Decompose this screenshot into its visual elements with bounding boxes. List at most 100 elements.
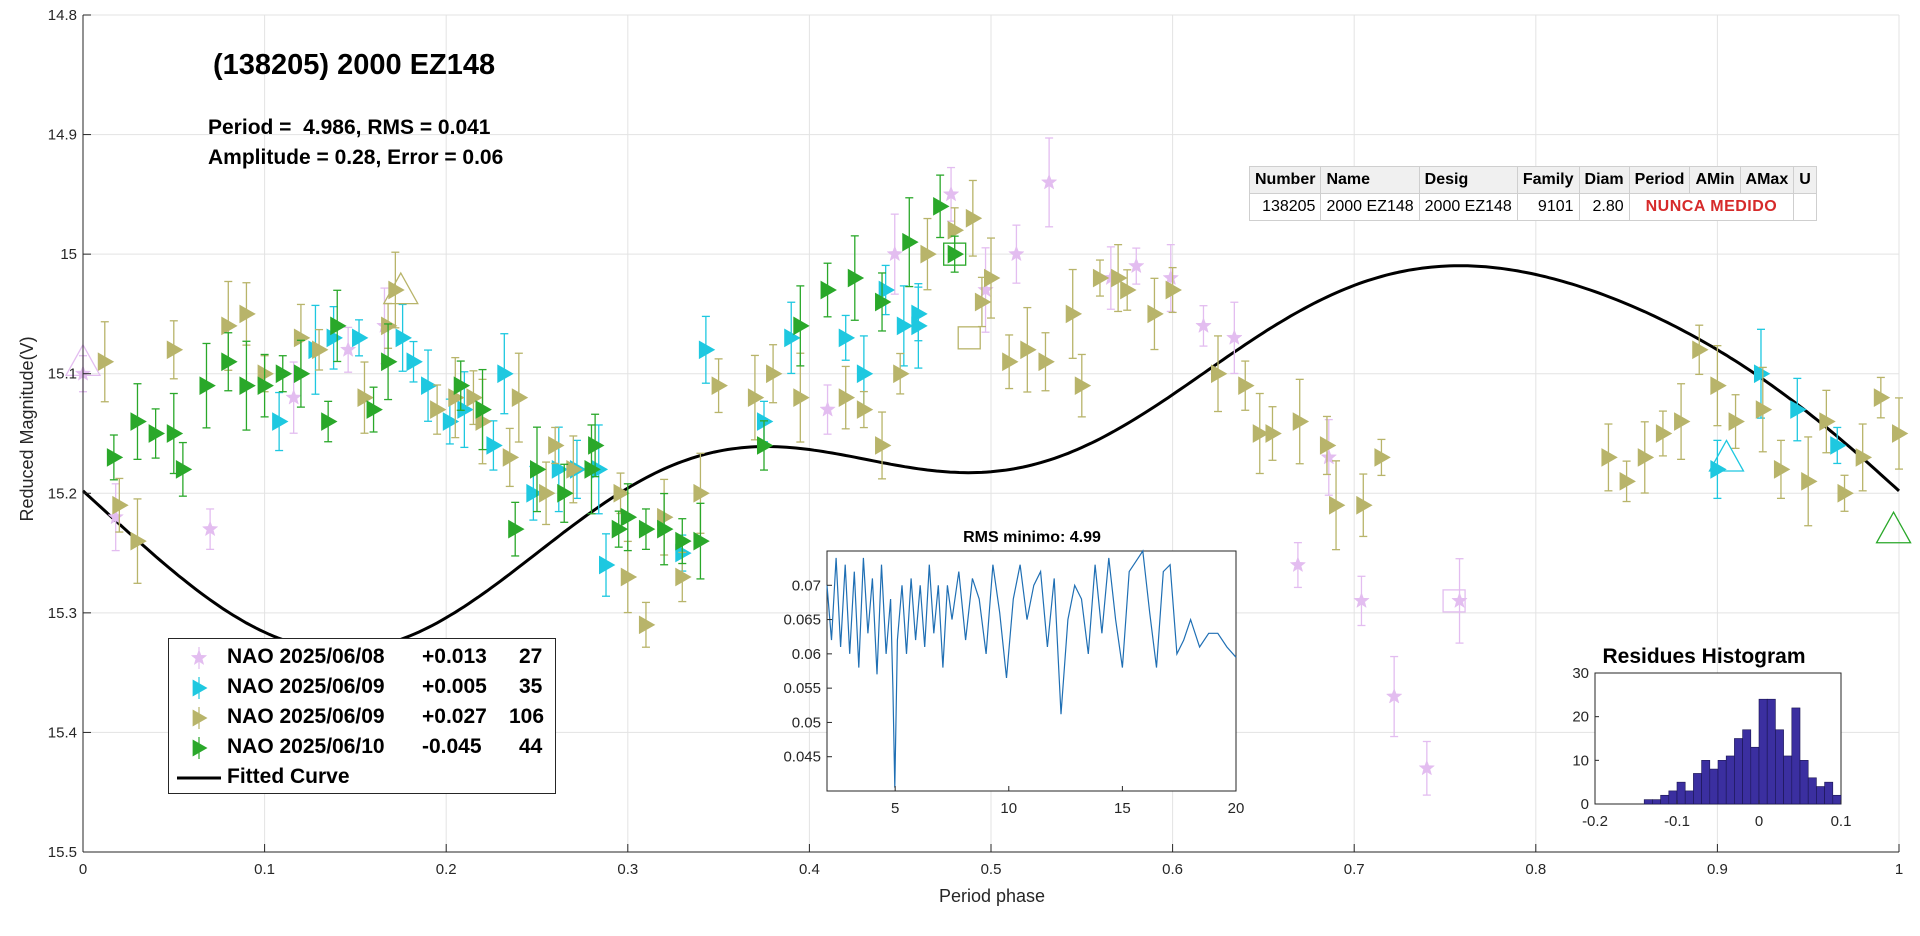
triangle-data-point bbox=[321, 412, 338, 431]
triangle-data-point bbox=[293, 328, 311, 348]
hist-x-tick-label: -0.2 bbox=[1582, 813, 1608, 830]
y-tick-label: 15.4 bbox=[48, 724, 77, 741]
triangle-data-point bbox=[551, 460, 569, 479]
triangle-data-point bbox=[1292, 412, 1310, 431]
triangle-data-point bbox=[352, 328, 369, 348]
y-axis-label: Reduced Magnitude(V) bbox=[17, 336, 37, 521]
triangle-data-point bbox=[878, 280, 896, 300]
triangle-data-point bbox=[1891, 424, 1909, 443]
x-tick-label: 0.4 bbox=[799, 861, 820, 878]
triangle-data-point bbox=[1074, 376, 1092, 396]
triangle-data-point bbox=[395, 328, 412, 348]
triangle-data-point bbox=[1790, 400, 1807, 419]
triangle-data-point bbox=[272, 412, 289, 431]
triangle-data-point bbox=[388, 280, 405, 300]
triangle-data-point bbox=[974, 292, 992, 312]
amplitude-error-annotation: Amplitude = 0.28, Error = 0.06 bbox=[208, 146, 503, 169]
histogram-bar bbox=[1652, 799, 1661, 805]
cell-number: 138205 bbox=[1248, 193, 1322, 221]
rms-line bbox=[826, 549, 1237, 788]
triangle-data-point bbox=[1238, 376, 1255, 396]
header-period: Period bbox=[1628, 166, 1691, 194]
highlight-triangle bbox=[1708, 439, 1745, 472]
header-amax: AMax bbox=[1739, 166, 1795, 194]
histogram-title: Residues Histogram bbox=[1602, 645, 1805, 668]
legend-marker-shape bbox=[192, 739, 208, 757]
triangle-data-point bbox=[112, 495, 129, 515]
hist-x-tick-label: 0 bbox=[1755, 813, 1763, 830]
histogram-bar bbox=[1709, 768, 1719, 805]
triangle-data-point bbox=[911, 304, 928, 324]
legend-marker-triangle bbox=[192, 707, 208, 729]
triangle-data-point bbox=[430, 400, 447, 419]
x-tick-label: 0.7 bbox=[1344, 861, 1365, 878]
y-tick-label: 15.3 bbox=[48, 605, 77, 622]
chart-title: (138205) 2000 EZ148 bbox=[213, 49, 495, 81]
legend-label: NAO 2025/06/09 bbox=[227, 705, 385, 728]
triangle-data-point bbox=[1637, 448, 1655, 467]
histogram-bar bbox=[1766, 698, 1776, 805]
rms-inset-title: RMS minimo: 4.99 bbox=[963, 529, 1101, 546]
triangle-data-point bbox=[1165, 280, 1182, 300]
triangle-data-point bbox=[106, 448, 124, 467]
main-axes-frame bbox=[82, 14, 1900, 853]
cell-desig: 2000 EZ148 bbox=[1418, 193, 1518, 221]
legend-count: 106 bbox=[509, 705, 545, 728]
legend-marker-triangle bbox=[192, 677, 208, 699]
triangle-data-point bbox=[611, 519, 629, 539]
triangle-data-point bbox=[466, 388, 483, 407]
triangle-data-point bbox=[557, 483, 574, 503]
x-tick-label: 0.9 bbox=[1707, 861, 1728, 878]
triangle-data-point bbox=[598, 555, 616, 575]
triangle-data-point bbox=[620, 507, 638, 527]
header-diam: Diam bbox=[1578, 166, 1630, 194]
legend-item: NAO 2025/06/09 +0.027 106 bbox=[169, 703, 555, 733]
triangle-data-point bbox=[933, 196, 950, 216]
star-data-point bbox=[107, 508, 124, 525]
legend-marker-line bbox=[177, 776, 221, 780]
triangle-data-point bbox=[421, 376, 438, 396]
triangle-data-point bbox=[1111, 268, 1128, 288]
y-tick-label: 15.5 bbox=[48, 844, 77, 861]
legend-item: NAO 2025/06/08 +0.013 27 bbox=[169, 643, 555, 673]
cell-status: NUNCA MEDIDO bbox=[1628, 193, 1795, 221]
legend-count: 27 bbox=[519, 645, 543, 668]
triangle-data-point bbox=[97, 352, 115, 372]
triangle-data-point bbox=[613, 483, 630, 503]
highlight-triangle bbox=[382, 271, 419, 305]
rms-y-tick-label: 0.06 bbox=[792, 646, 821, 663]
star-data-point bbox=[1128, 257, 1145, 274]
star-data-point bbox=[1226, 329, 1243, 345]
rms-x-tick-label: 20 bbox=[1228, 800, 1245, 817]
triangle-data-point bbox=[1120, 280, 1137, 300]
hist-y-tick-label: 30 bbox=[1572, 665, 1589, 682]
triangle-data-point bbox=[199, 376, 216, 396]
triangle-data-point bbox=[529, 460, 547, 479]
y-tick-label: 15.2 bbox=[48, 485, 77, 502]
highlight-triangle bbox=[1875, 510, 1912, 544]
legend-item: NAO 2025/06/09 +0.005 35 bbox=[169, 673, 555, 703]
header-u: U bbox=[1793, 166, 1817, 194]
triangle-data-point bbox=[1601, 448, 1618, 467]
triangle-data-point bbox=[584, 460, 601, 479]
rms-y-tick-label: 0.05 bbox=[792, 714, 821, 731]
triangle-data-point bbox=[1265, 424, 1282, 443]
triangle-data-point bbox=[766, 364, 783, 384]
x-tick-label: 0.8 bbox=[1525, 861, 1546, 878]
info-table-row: 138205 2000 EZ148 2000 EZ148 9101 2.80 N… bbox=[1248, 193, 1817, 221]
x-tick-label: 0.6 bbox=[1162, 861, 1183, 878]
legend-item: Fitted Curve bbox=[169, 763, 555, 793]
triangle-data-point bbox=[1356, 495, 1373, 515]
x-tick-label: 0.2 bbox=[436, 861, 457, 878]
histogram-bar bbox=[1717, 760, 1727, 805]
histogram-bar bbox=[1693, 773, 1702, 805]
header-number: Number bbox=[1248, 166, 1322, 194]
cell-family: 9101 bbox=[1516, 193, 1580, 221]
triangle-data-point bbox=[920, 244, 937, 264]
star-data-point bbox=[1385, 687, 1403, 704]
triangle-data-point bbox=[293, 364, 311, 384]
triangle-data-point bbox=[453, 376, 471, 396]
triangle-data-point bbox=[638, 519, 656, 539]
legend-label: NAO 2025/06/08 bbox=[227, 645, 385, 668]
triangle-data-point bbox=[497, 364, 514, 384]
